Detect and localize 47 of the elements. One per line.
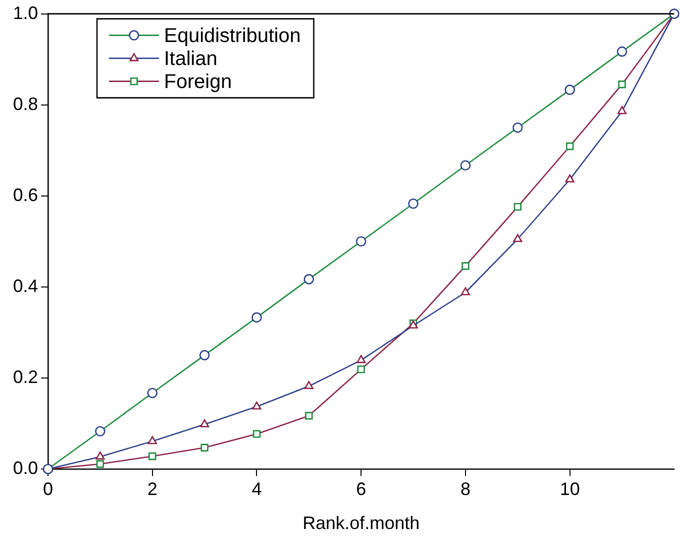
point [356,355,366,364]
x-tick-label: 8 [460,478,470,499]
point [514,202,522,211]
x-tick-label: 2 [147,478,158,499]
y-tick-label: 0.4 [12,276,38,296]
y-tick-label: 0.0 [12,458,38,478]
point [252,312,262,323]
x-tick-label: 10 [560,478,580,499]
point [513,234,522,242]
point [148,436,157,444]
y-tick-label: 0.8 [12,94,38,114]
point [460,160,471,171]
point [252,430,261,438]
point [357,365,365,374]
point [408,198,418,209]
point [252,401,262,410]
y-tick-label: 0.2 [12,366,38,387]
y-tick-label: 1.0 [12,2,38,23]
point [200,419,210,428]
x-tick-label: 0 [42,478,54,499]
point [95,426,106,436]
point [305,412,313,420]
point [96,452,105,460]
point [304,381,314,390]
point [616,46,628,57]
point [565,174,574,182]
point [512,122,523,133]
point [356,236,366,247]
point [199,350,210,360]
point [566,142,574,150]
point [618,80,626,88]
point [564,84,575,95]
point [304,274,314,284]
point [147,388,158,398]
point [462,262,470,270]
legend-label: Italian [164,48,218,70]
x-tick-label: 4 [252,478,262,499]
y-tick-label: 0.6 [12,184,38,205]
point [617,106,627,114]
point [460,287,470,296]
legend-label: Equidistribution [164,24,301,47]
legend-label: Foreign [164,70,232,93]
x-tick-label: 6 [356,478,366,499]
point [96,460,104,468]
point [200,444,208,452]
x-axis-title: Rank.of.month [302,513,420,534]
point [148,452,156,460]
